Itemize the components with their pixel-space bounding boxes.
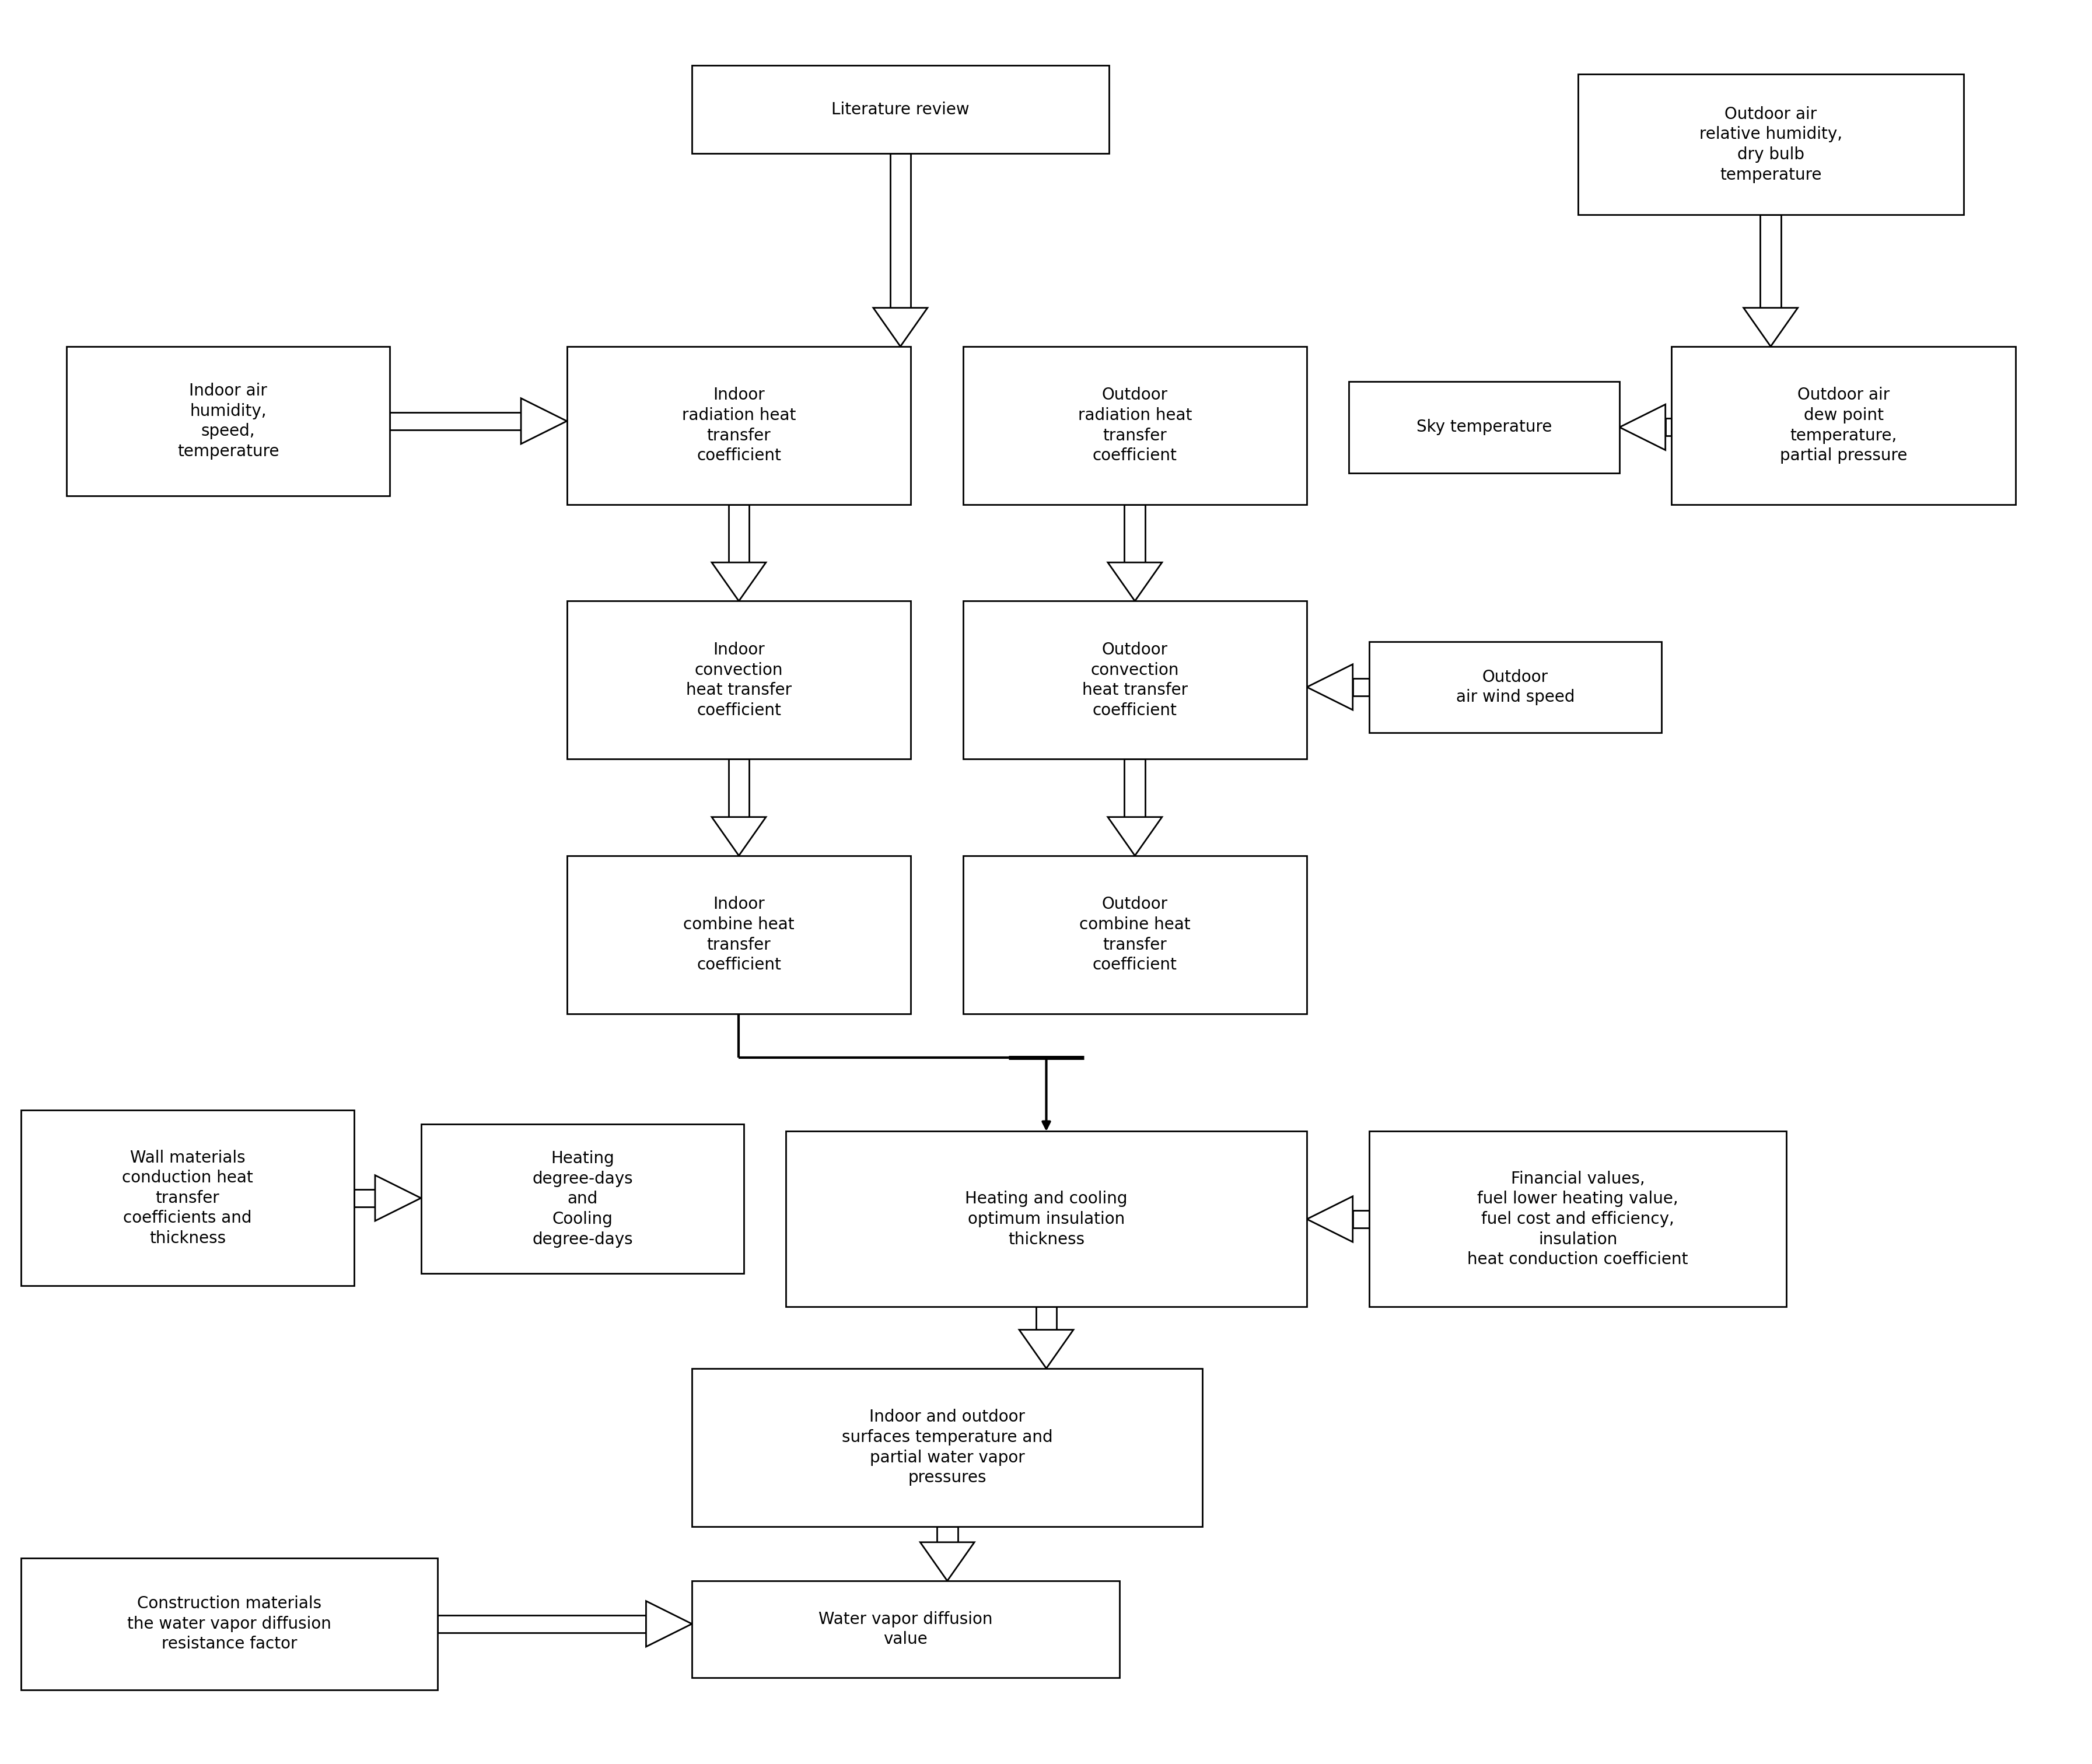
Polygon shape	[646, 1602, 692, 1646]
Text: Outdoor
radiation heat
transfer
coefficient: Outdoor radiation heat transfer coeffici…	[1077, 386, 1192, 464]
FancyBboxPatch shape	[692, 1581, 1119, 1678]
Polygon shape	[937, 1526, 958, 1542]
Text: Water vapor diffusion
value: Water vapor diffusion value	[818, 1611, 992, 1648]
FancyBboxPatch shape	[784, 1131, 1308, 1307]
Text: Outdoor air
relative humidity,
dry bulb
temperature: Outdoor air relative humidity, dry bulb …	[1699, 106, 1841, 183]
Polygon shape	[1036, 1307, 1056, 1330]
Polygon shape	[1123, 759, 1144, 817]
Text: Construction materials
the water vapor diffusion
resistance factor: Construction materials the water vapor d…	[128, 1595, 331, 1653]
Text: Outdoor
convection
heat transfer
coefficient: Outdoor convection heat transfer coeffic…	[1082, 642, 1188, 718]
FancyBboxPatch shape	[1347, 381, 1619, 473]
Polygon shape	[1123, 505, 1144, 563]
Polygon shape	[1743, 309, 1797, 346]
Text: Indoor air
humidity,
speed,
temperature: Indoor air humidity, speed, temperature	[178, 383, 278, 459]
Polygon shape	[1308, 1196, 1351, 1242]
Polygon shape	[1308, 665, 1351, 709]
Text: Literature review: Literature review	[831, 101, 969, 118]
FancyBboxPatch shape	[21, 1558, 437, 1690]
Polygon shape	[1759, 215, 1780, 309]
Polygon shape	[1019, 1330, 1073, 1369]
Polygon shape	[1619, 404, 1665, 450]
FancyBboxPatch shape	[692, 1369, 1203, 1526]
Text: Indoor
convection
heat transfer
coefficient: Indoor convection heat transfer coeffici…	[686, 642, 791, 718]
Text: Indoor
radiation heat
transfer
coefficient: Indoor radiation heat transfer coefficie…	[682, 386, 795, 464]
Polygon shape	[354, 1189, 374, 1207]
FancyBboxPatch shape	[962, 602, 1308, 759]
Polygon shape	[728, 759, 749, 817]
Polygon shape	[437, 1616, 646, 1633]
Polygon shape	[889, 153, 910, 309]
FancyBboxPatch shape	[67, 346, 389, 496]
Text: Sky temperature: Sky temperature	[1416, 420, 1552, 436]
FancyBboxPatch shape	[692, 65, 1109, 153]
Text: Indoor and outdoor
surfaces temperature and
partial water vapor
pressures: Indoor and outdoor surfaces temperature …	[841, 1409, 1052, 1485]
Text: Heating
degree-days
and
Cooling
degree-days: Heating degree-days and Cooling degree-d…	[531, 1150, 632, 1247]
Text: Wall materials
conduction heat
transfer
coefficients and
thickness: Wall materials conduction heat transfer …	[121, 1150, 253, 1247]
Polygon shape	[711, 563, 766, 602]
Polygon shape	[521, 399, 567, 445]
Polygon shape	[1107, 817, 1161, 856]
FancyBboxPatch shape	[1368, 1131, 1787, 1307]
Text: Outdoor air
dew point
temperature,
partial pressure: Outdoor air dew point temperature, parti…	[1780, 386, 1906, 464]
FancyBboxPatch shape	[567, 856, 910, 1014]
Text: Outdoor
air wind speed: Outdoor air wind speed	[1456, 669, 1573, 706]
Text: Outdoor
combine heat
transfer
coefficient: Outdoor combine heat transfer coefficien…	[1079, 896, 1190, 974]
FancyBboxPatch shape	[567, 346, 910, 505]
Polygon shape	[1665, 418, 1672, 436]
Polygon shape	[1351, 679, 1368, 695]
FancyBboxPatch shape	[1368, 642, 1661, 732]
Polygon shape	[920, 1542, 975, 1581]
FancyBboxPatch shape	[567, 602, 910, 759]
Polygon shape	[1107, 563, 1161, 602]
Polygon shape	[728, 505, 749, 563]
Polygon shape	[374, 1175, 420, 1221]
FancyBboxPatch shape	[420, 1124, 745, 1274]
Polygon shape	[1351, 1210, 1368, 1228]
Polygon shape	[872, 309, 927, 346]
FancyBboxPatch shape	[1672, 346, 2015, 505]
Text: Indoor
combine heat
transfer
coefficient: Indoor combine heat transfer coefficient	[682, 896, 795, 974]
Polygon shape	[389, 413, 521, 430]
FancyBboxPatch shape	[21, 1110, 354, 1286]
Text: Heating and cooling
optimum insulation
thickness: Heating and cooling optimum insulation t…	[964, 1191, 1128, 1247]
FancyBboxPatch shape	[962, 856, 1308, 1014]
FancyBboxPatch shape	[962, 346, 1308, 505]
Polygon shape	[711, 817, 766, 856]
Text: Financial values,
fuel lower heating value,
fuel cost and efficiency,
insulation: Financial values, fuel lower heating val…	[1466, 1171, 1688, 1268]
FancyBboxPatch shape	[1577, 74, 1962, 215]
